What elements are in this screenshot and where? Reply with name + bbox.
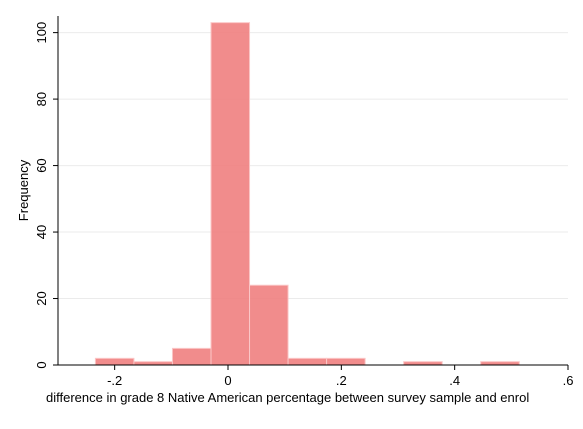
y-tick-label: 80 [34, 92, 49, 106]
x-tick-label: .4 [449, 373, 460, 388]
x-axis-ticks: -.2 0 .2 .4 .6 [107, 365, 573, 388]
y-tick-label: 20 [34, 291, 49, 305]
y-tick-label: 60 [34, 158, 49, 172]
histogram-bar [287, 357, 328, 366]
y-tick-label: 100 [34, 22, 49, 44]
x-axis-label: difference in grade 8 Native American pe… [46, 390, 529, 405]
x-tick-label: 0 [224, 373, 231, 388]
y-tick-label: 0 [34, 361, 49, 368]
y-tick-label: 40 [34, 225, 49, 239]
x-tick-label: -.2 [107, 373, 122, 388]
histogram-bar [326, 357, 366, 366]
grid-layer [58, 32, 568, 300]
histogram-bar [94, 357, 135, 366]
y-axis-label: Frequency [16, 159, 31, 221]
x-tick-label: .2 [336, 373, 347, 388]
histogram-bar [210, 22, 251, 366]
x-tick-label: .6 [563, 373, 574, 388]
y-axis-ticks: 0 20 40 60 80 100 [34, 22, 58, 369]
bar-layer [94, 22, 520, 366]
histogram-bar [249, 284, 289, 366]
histogram-bar [171, 347, 212, 366]
